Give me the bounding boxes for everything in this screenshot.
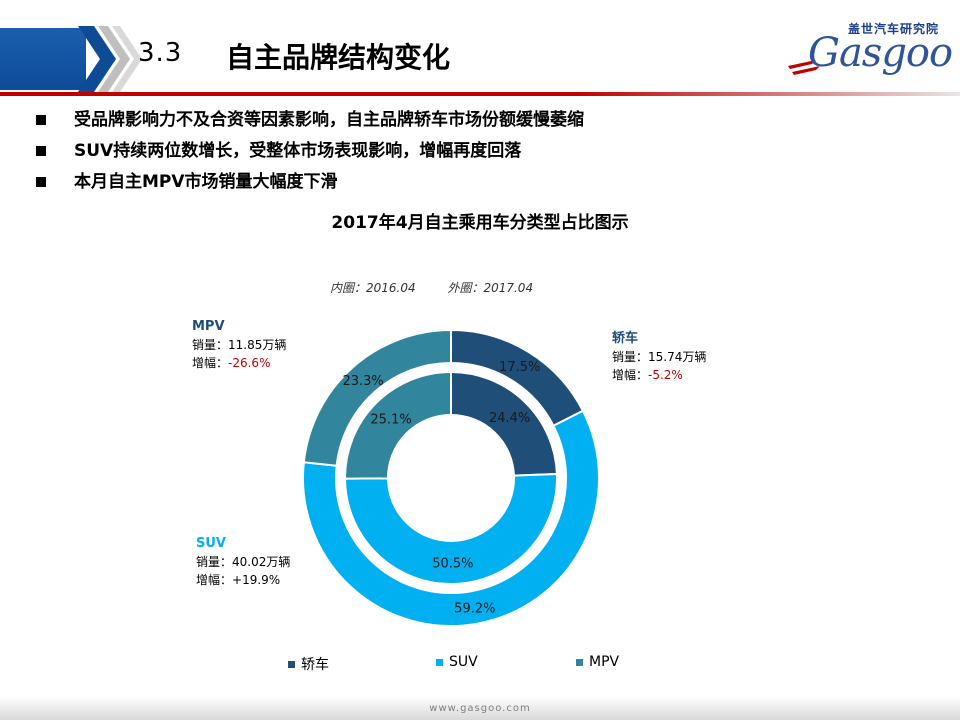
callout-sedan: 轿车 销量：15.74万辆 增幅：-5.2% — [612, 330, 706, 384]
legend-swatch — [436, 658, 443, 666]
growth-value: -5.2% — [648, 368, 683, 382]
callout-growth: 增幅：-26.6% — [192, 356, 271, 370]
bullet-square-icon — [36, 176, 46, 187]
callout-growth: 增幅：+19.9% — [196, 573, 281, 587]
bullet-item: 受品牌影响力不及合资等因素影响，自主品牌轿车市场份额缓慢萎缩 — [36, 104, 584, 135]
callout-name: SUV — [196, 536, 226, 551]
outer-slice-suv — [302, 409, 600, 627]
legend-label: SUV — [449, 654, 478, 670]
inner-label-suv: 50.5% — [432, 556, 473, 571]
legend-swatch — [288, 660, 295, 668]
outer-label-sedan: 17.5% — [499, 360, 540, 375]
logo-swoosh-icon — [788, 60, 820, 75]
legend-label: 轿车 — [301, 657, 329, 673]
logo-cn-text: 盖世汽车研究院 — [848, 22, 940, 36]
bullet-item: 本月自主MPV市场销量大幅度下滑 — [36, 166, 584, 197]
inner-label-sedan: 24.4% — [489, 411, 530, 426]
inner-slice-suv — [343, 472, 558, 585]
bullet-square-icon — [36, 114, 46, 125]
legend-item-suv: SUV — [436, 654, 478, 670]
header-divider — [0, 92, 960, 96]
growth-value: -26.6% — [228, 356, 271, 370]
outer-label-suv: 59.2% — [454, 601, 495, 616]
section-number: 3.3 — [138, 38, 183, 68]
inner-label-mpv: 25.1% — [370, 412, 411, 427]
bullet-square-icon — [36, 145, 46, 156]
callout-suv: SUV 销量：40.02万辆 增幅：+19.9% — [196, 535, 290, 589]
chart-legend: 轿车 SUV MPV — [0, 654, 960, 674]
outer-slice-mpv — [302, 328, 452, 467]
ring-legend: 内圈：2016.04 外圈：2017.04 — [330, 279, 561, 296]
title-accent-bar — [0, 28, 86, 90]
outer-label-mpv: 23.3% — [342, 374, 383, 389]
callout-name: 轿车 — [612, 331, 639, 346]
chart-title: 2017年4月自主乘用车分类型占比图示 — [331, 213, 629, 233]
outer-ring-note: 外圈：2017.04 — [447, 281, 534, 295]
logo-en-text: Gasgoo — [808, 30, 953, 76]
callout-sales: 销量：15.74万辆 — [612, 350, 707, 364]
bullet-text: 受品牌影响力不及合资等因素影响，自主品牌轿车市场份额缓慢萎缩 — [74, 109, 584, 130]
bullet-text: SUV持续两位数增长，受整体市场表现影响，增幅再度回落 — [74, 140, 522, 161]
legend-label: MPV — [589, 654, 620, 670]
inner-ring-note: 内圈：2016.04 — [330, 281, 416, 295]
inner-slice-mpv — [344, 370, 452, 480]
callout-mpv: MPV 销量：11.85万辆 增幅：-26.6% — [192, 318, 286, 372]
legend-swatch — [576, 658, 583, 666]
callout-sales: 销量：40.02万辆 — [196, 555, 291, 569]
legend-item-mpv: MPV — [576, 654, 619, 670]
bullet-list: 受品牌影响力不及合资等因素影响，自主品牌轿车市场份额缓慢萎缩 SUV持续两位数增… — [36, 104, 584, 197]
callout-name: MPV — [192, 319, 225, 334]
footer-bar — [0, 696, 960, 720]
callout-growth: 增幅：-5.2% — [612, 368, 683, 382]
bullet-text: 本月自主MPV市场销量大幅度下滑 — [74, 171, 338, 192]
gasgoo-logo: 盖世汽车研究院 Gasgoo — [786, 18, 956, 88]
footer-url: www.gasgoo.com — [429, 703, 531, 714]
page-title: 自主品牌结构变化 — [226, 41, 451, 74]
growth-value: +19.9% — [232, 573, 281, 587]
callout-sales: 销量：11.85万辆 — [192, 338, 287, 352]
legend-item-sedan: 轿车 — [288, 654, 329, 674]
chevron-decoration-icon — [78, 26, 142, 92]
bullet-item: SUV持续两位数增长，受整体市场表现影响，增幅再度回落 — [36, 135, 584, 166]
